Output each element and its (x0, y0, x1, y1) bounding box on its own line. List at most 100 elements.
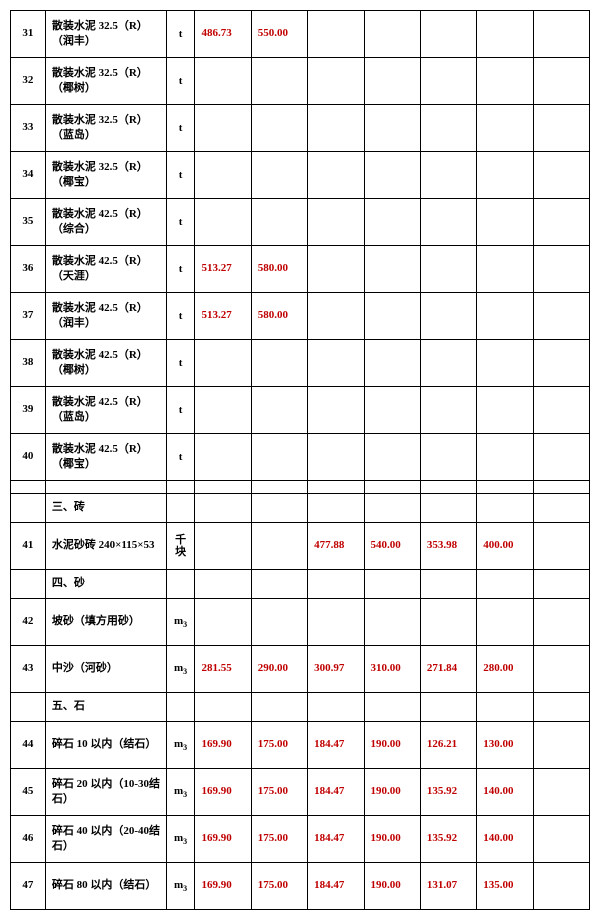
price-value (420, 199, 476, 246)
price-value (420, 152, 476, 199)
price-value (195, 693, 251, 722)
price-value (364, 434, 420, 481)
table-row: 35散装水泥 42.5（R）（综合）t (11, 199, 590, 246)
price-value (308, 570, 364, 599)
price-value (308, 599, 364, 646)
table-row: 33散装水泥 32.5（R）（蓝岛）t (11, 105, 590, 152)
price-value (195, 152, 251, 199)
price-value: 550.00 (251, 11, 307, 58)
material-name: 碎石 40 以内（20-40结石） (45, 816, 166, 863)
table-row: 四、砂 (11, 570, 590, 599)
material-name: 碎石 10 以内（结石） (45, 722, 166, 769)
price-value (364, 11, 420, 58)
unit-cell: t (166, 340, 195, 387)
price-value (477, 599, 533, 646)
price-value (195, 599, 251, 646)
materials-price-table: 31散装水泥 32.5（R）（润丰）t486.73550.0032散装水泥 32… (10, 10, 590, 910)
unit-cell: t (166, 105, 195, 152)
material-name: 三、砖 (45, 494, 166, 523)
material-name: 散装水泥 32.5（R）（润丰） (45, 11, 166, 58)
unit-cell: m3 (166, 816, 195, 863)
price-value (420, 599, 476, 646)
price-value: 175.00 (251, 863, 307, 910)
unit-cell (166, 693, 195, 722)
price-value (533, 523, 589, 570)
price-value (195, 570, 251, 599)
price-value: 135.00 (477, 863, 533, 910)
price-value (364, 340, 420, 387)
price-value (477, 199, 533, 246)
price-value (364, 570, 420, 599)
sequence-number (11, 494, 46, 523)
table-row: 31散装水泥 32.5（R）（润丰）t486.73550.00 (11, 11, 590, 58)
spacer-cell (166, 481, 195, 494)
unit-cell: t (166, 58, 195, 105)
price-value (308, 494, 364, 523)
price-value: 310.00 (364, 646, 420, 693)
table-row: 34散装水泥 32.5（R）（椰宝）t (11, 152, 590, 199)
price-value (420, 570, 476, 599)
price-value: 540.00 (364, 523, 420, 570)
price-value (195, 58, 251, 105)
price-value (195, 199, 251, 246)
price-value: 169.90 (195, 722, 251, 769)
price-value: 130.00 (477, 722, 533, 769)
price-value (251, 693, 307, 722)
price-value: 271.84 (420, 646, 476, 693)
sequence-number: 39 (11, 387, 46, 434)
unit-cell: t (166, 246, 195, 293)
price-value (251, 340, 307, 387)
price-value: 190.00 (364, 722, 420, 769)
price-value (420, 494, 476, 523)
sequence-number (11, 693, 46, 722)
material-name: 碎石 80 以内（结石） (45, 863, 166, 910)
price-value (308, 340, 364, 387)
sequence-number: 33 (11, 105, 46, 152)
sequence-number: 36 (11, 246, 46, 293)
sequence-number: 46 (11, 816, 46, 863)
table-row: 三、砖 (11, 494, 590, 523)
material-name: 五、石 (45, 693, 166, 722)
unit-cell: t (166, 293, 195, 340)
price-value: 486.73 (195, 11, 251, 58)
price-value (420, 11, 476, 58)
material-name: 水泥砂砖 240×115×53 (45, 523, 166, 570)
price-value: 135.92 (420, 816, 476, 863)
sequence-number: 41 (11, 523, 46, 570)
material-name: 中沙（河砂） (45, 646, 166, 693)
price-value (251, 599, 307, 646)
price-value (533, 863, 589, 910)
unit-cell: m3 (166, 722, 195, 769)
price-value (251, 494, 307, 523)
price-value (477, 11, 533, 58)
price-value (533, 769, 589, 816)
price-value (533, 58, 589, 105)
price-value: 126.21 (420, 722, 476, 769)
spacer-cell (533, 481, 589, 494)
price-value (251, 523, 307, 570)
sequence-number: 35 (11, 199, 46, 246)
price-value (308, 387, 364, 434)
price-value: 580.00 (251, 293, 307, 340)
material-name: 四、砂 (45, 570, 166, 599)
unit-cell: t (166, 387, 195, 434)
price-value (477, 434, 533, 481)
spacer-cell (195, 481, 251, 494)
sequence-number: 45 (11, 769, 46, 816)
material-name: 散装水泥 32.5（R）（椰宝） (45, 152, 166, 199)
price-value (420, 105, 476, 152)
sequence-number: 43 (11, 646, 46, 693)
price-value (477, 105, 533, 152)
material-name: 坡砂（填方用砂） (45, 599, 166, 646)
price-value (364, 387, 420, 434)
price-value (477, 340, 533, 387)
table-row: 32散装水泥 32.5（R）（椰树）t (11, 58, 590, 105)
price-value (533, 293, 589, 340)
price-value (308, 693, 364, 722)
table-row: 38散装水泥 42.5（R）（椰树）t (11, 340, 590, 387)
price-value: 184.47 (308, 722, 364, 769)
price-value (364, 58, 420, 105)
price-value: 353.98 (420, 523, 476, 570)
material-name: 散装水泥 32.5（R）（蓝岛） (45, 105, 166, 152)
sequence-number: 31 (11, 11, 46, 58)
